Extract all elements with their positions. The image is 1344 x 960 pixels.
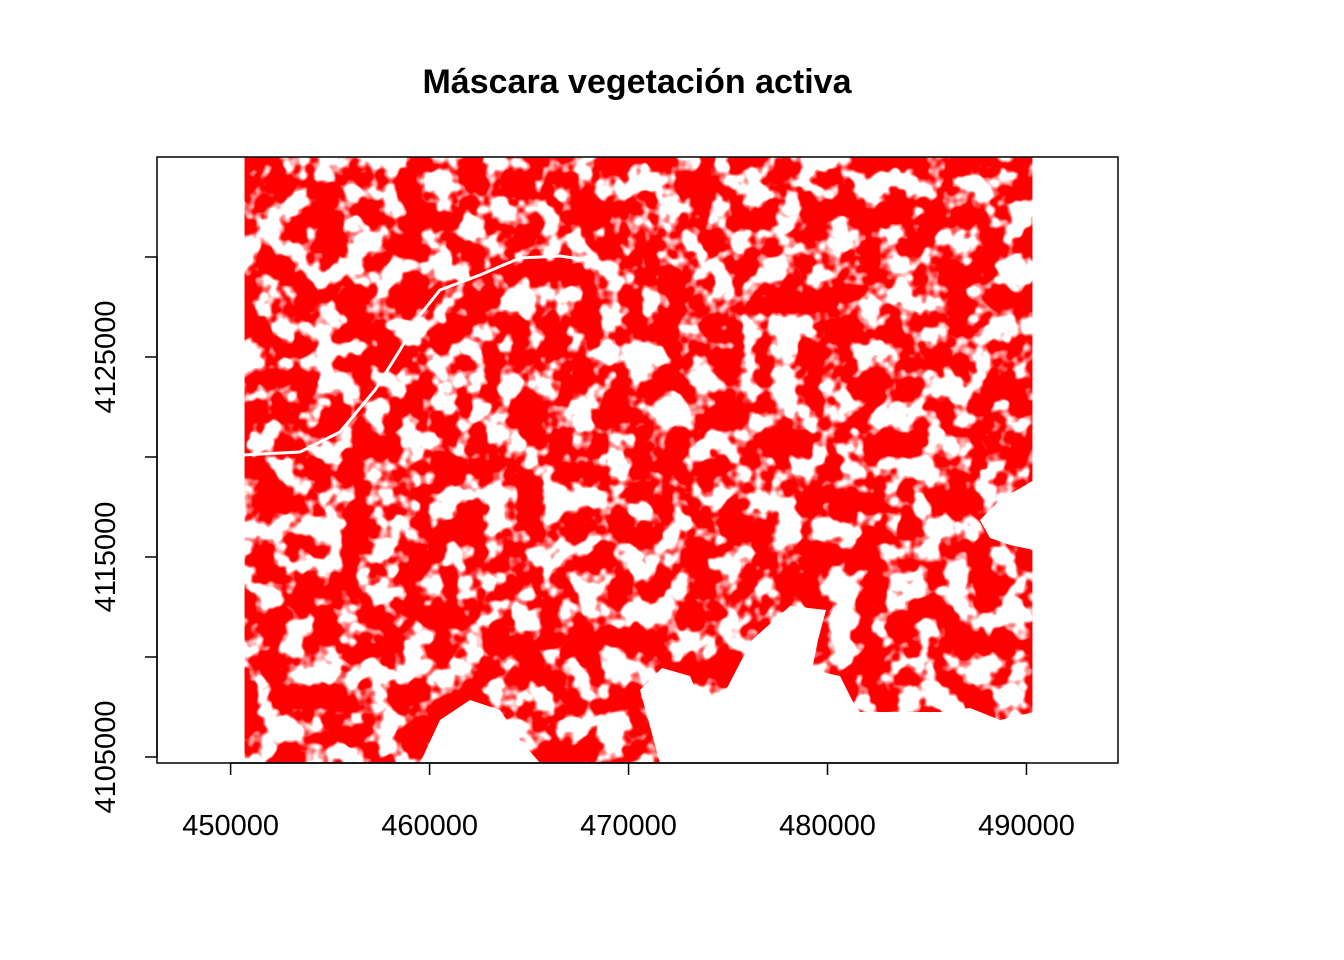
river-line bbox=[244, 254, 601, 457]
vegetation-mask-raster bbox=[244, 157, 1033, 763]
y-tick-label: 4125000 bbox=[90, 301, 122, 414]
y-tick-label: 4105000 bbox=[90, 701, 122, 814]
x-tick-label: 480000 bbox=[779, 810, 876, 842]
chart-title: Máscara vegetación activa bbox=[422, 63, 852, 101]
x-tick-label: 460000 bbox=[381, 810, 478, 842]
non-vegetated-area-southwest bbox=[420, 700, 540, 763]
x-tick-label: 470000 bbox=[580, 810, 677, 842]
x-tick-label: 490000 bbox=[978, 810, 1075, 842]
mask-gaps bbox=[244, 157, 1033, 763]
non-vegetated-area-east bbox=[980, 480, 1033, 550]
y-tick-label: 4115000 bbox=[90, 502, 122, 613]
y-axis: 4105000 4115000 4125000 bbox=[90, 256, 158, 814]
non-vegetated-area-south bbox=[640, 606, 1033, 763]
x-tick-label: 450000 bbox=[182, 810, 279, 842]
x-axis: 450000 460000 470000 480000 490000 bbox=[182, 762, 1075, 842]
